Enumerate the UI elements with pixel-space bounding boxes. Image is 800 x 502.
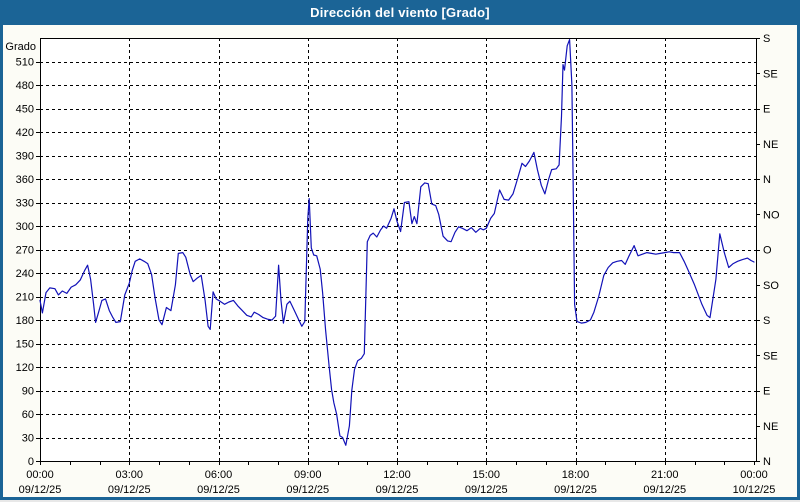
y-tick-label: 480 (16, 80, 34, 92)
plot-frame (40, 38, 757, 462)
compass-label: NE (763, 139, 778, 151)
x-gridlines (129, 38, 666, 461)
compass-label: S (763, 315, 770, 327)
x-date-label: 09/12/25 (643, 484, 686, 496)
compass-label: SE (763, 350, 778, 362)
y-tick-label: 420 (16, 127, 34, 139)
x-date-label: 09/12/25 (108, 484, 151, 496)
y-tick-label: 90 (22, 386, 34, 398)
x-time-label: 18:00 (562, 469, 590, 481)
compass-label: E (763, 104, 770, 116)
x-date-label: 09/12/25 (197, 484, 240, 496)
x-date-label: 09/12/25 (554, 484, 597, 496)
compass-label: N (763, 456, 771, 468)
x-time-label: 12:00 (383, 469, 411, 481)
page-title: Dirección del viento [Grado] (310, 5, 490, 20)
compass-label: E (763, 386, 770, 398)
y-gridlines (40, 62, 756, 439)
x-date-label: 09/12/25 (465, 484, 508, 496)
compass-label: S (763, 33, 770, 45)
y-tick-label: 120 (16, 362, 34, 374)
compass-label: NO (763, 209, 780, 221)
y-tick-label: 270 (16, 245, 34, 257)
compass-label: NE (763, 421, 778, 433)
y-tick-label: 300 (16, 221, 34, 233)
title-bar: Dirección del viento [Grado] (0, 0, 800, 25)
y-tick-label: 210 (16, 292, 34, 304)
y-tick-label: 360 (16, 174, 34, 186)
y-tick-label: 180 (16, 315, 34, 327)
x-time-label: 00:00 (740, 469, 768, 481)
x-time-label: 03:00 (115, 469, 143, 481)
wind-direction-line (39, 38, 755, 446)
x-date-label: 09/12/25 (19, 484, 62, 496)
x-time-label: 21:00 (651, 469, 679, 481)
y-tick-label: 390 (16, 151, 34, 163)
x-date-label: 10/12/25 (733, 484, 776, 496)
compass-labels: S SE E NE N NO O SO S SE E NE N (763, 33, 780, 468)
y-tick-label: 240 (16, 268, 34, 280)
compass-label: SE (763, 68, 778, 80)
compass-label: O (763, 245, 772, 257)
y-tick-label: 450 (16, 104, 34, 116)
x-time-label: 00:00 (26, 469, 54, 481)
chart-area: 0 30 60 90 120 150 180 210 240 270 300 330 360 390 420… (3, 25, 797, 497)
x-axis-labels: 00:00 09/12/25 03:00 09/12/25 06:00 09/12/25 0… (19, 469, 776, 496)
x-time-label: 15:00 (472, 469, 500, 481)
wind-direction-chart: 0 30 60 90 120 150 180 210 240 270 300 330 360 390 420… (5, 33, 780, 496)
y-axis-labels: 0 30 60 90 120 150 180 210 240 270 300 330 360 390 420… (16, 57, 34, 469)
compass-label: N (763, 174, 771, 186)
y-tick-label: 60 (22, 409, 34, 421)
x-time-label: 09:00 (294, 469, 322, 481)
y-tick-label: 0 (28, 456, 34, 468)
y-tick-label: 330 (16, 198, 34, 210)
y-tick-label: 150 (16, 339, 34, 351)
y-tick-label: 30 (22, 433, 34, 445)
y-tick-label: 510 (16, 57, 34, 69)
x-date-label: 09/12/25 (376, 484, 419, 496)
x-date-label: 09/12/25 (286, 484, 329, 496)
compass-label: SO (763, 280, 779, 292)
x-time-label: 06:00 (205, 469, 233, 481)
y-axis-unit-label: Grado (5, 41, 36, 53)
